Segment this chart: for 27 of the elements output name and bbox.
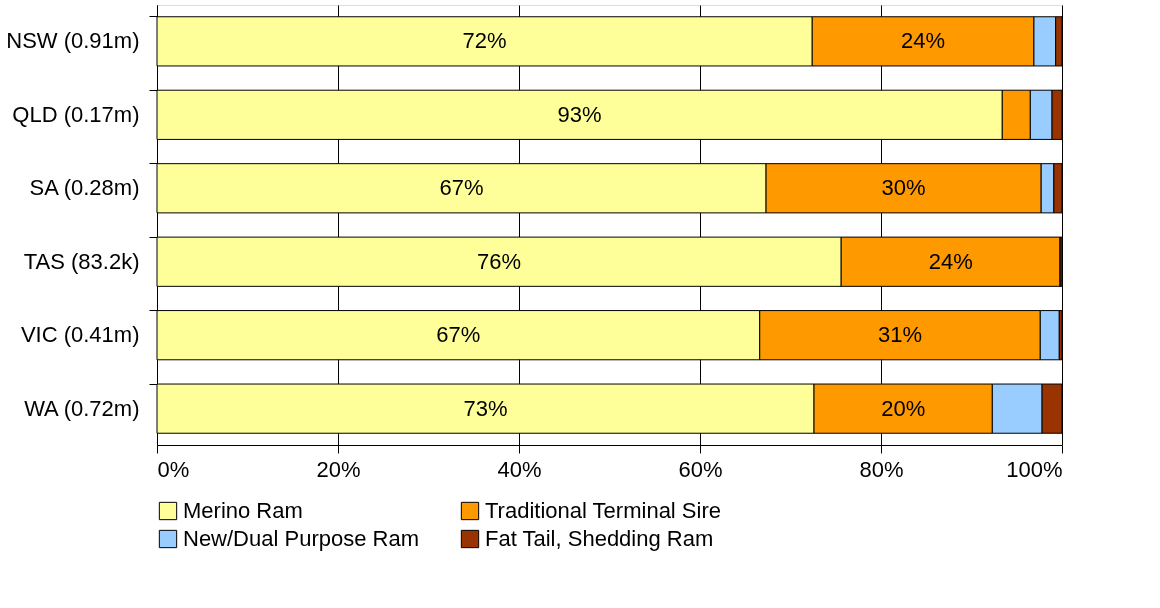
data-label: 93% [557, 101, 602, 127]
data-label: 76% [477, 248, 522, 274]
legend-label: New/Dual Purpose Ram [183, 526, 419, 551]
data-label: 30% [881, 175, 926, 201]
data-label: 31% [877, 322, 923, 348]
legend-label: Fat Tail, Shedding Ram [485, 526, 714, 551]
data-label: 72% [462, 28, 507, 54]
y-tick-label: WA (0.72m) [24, 395, 140, 421]
y-tick-label: TAS (83.2k) [23, 248, 140, 274]
y-tick-label: NSW (0.91m) [6, 28, 140, 54]
data-label: 24% [928, 248, 973, 274]
data-label: 20% [881, 395, 926, 421]
legend-label: Traditional Terminal Sire [485, 498, 721, 523]
y-tick-label: VIC (0.41m) [20, 322, 140, 348]
x-tick-label: 80% [859, 456, 904, 482]
data-label: 73% [463, 395, 508, 421]
x-tick-label: 20% [316, 456, 361, 482]
x-tick-label: 0% [157, 456, 190, 482]
y-tick-label: QLD (0.17m) [12, 101, 140, 127]
x-tick-label: 40% [497, 456, 542, 482]
data-label: 67% [439, 175, 484, 201]
data-label: 67% [436, 322, 481, 348]
y-tick-label: SA (0.28m) [29, 175, 140, 201]
x-tick-label: 100% [1006, 456, 1063, 482]
x-tick-label: 60% [678, 456, 723, 482]
data-label: 24% [901, 28, 946, 54]
legend-label: Merino Ram [183, 498, 303, 523]
